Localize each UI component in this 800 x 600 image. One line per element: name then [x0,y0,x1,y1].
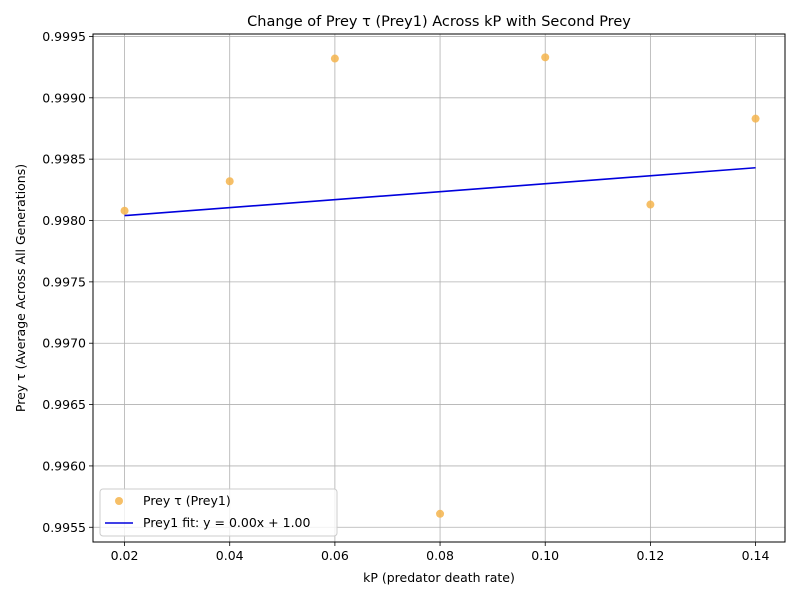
legend-label-scatter: Prey τ (Prey1) [143,493,231,508]
scatter-point [436,509,445,518]
plot-frame [92,33,786,543]
x-tick-label: 0.12 [636,548,664,563]
x-tick-label: 0.14 [742,548,770,563]
ticks: 0.02 0.04 0.06 0.08 0.10 0.12 0.14 0.9955 0.9960… [42,29,769,563]
legend: Prey τ (Prey1) Prey1 fit: y = 0.00x + 1.… [99,488,338,537]
legend-marker-scatter [115,497,123,505]
scatter-point [120,206,129,215]
y-tick-label: 0.9975 [42,274,86,289]
x-tick-label: 0.02 [111,548,139,563]
legend-box [99,488,338,537]
scatter-point [225,177,234,186]
y-tick-label: 0.9965 [42,397,86,412]
y-tick-label: 0.9985 [42,152,86,167]
scatter-point [541,53,550,62]
x-axis-label: kP (predator death rate) [363,570,515,585]
x-tick-label: 0.08 [426,548,454,563]
legend-label-fit-line: Prey1 fit: y = 0.00x + 1.00 [143,515,311,530]
y-tick-label: 0.9955 [42,520,86,535]
series-layer [120,53,760,518]
scatter-point [751,114,760,123]
y-tick-label: 0.9995 [42,29,86,44]
chart-title: Change of Prey τ (Prey1) Across kP with … [247,14,631,30]
y-tick-label: 0.9970 [42,336,86,351]
x-tick-label: 0.04 [216,548,244,563]
fit-line [124,166,756,217]
y-tick-label: 0.9990 [42,90,86,105]
x-tick-label: 0.10 [531,548,559,563]
y-tick-label: 0.9960 [42,458,86,473]
scatter-point [330,54,339,63]
y-axis-label: Prey τ (Average Across All Generations) [13,164,28,412]
y-tick-label: 0.9980 [42,213,86,228]
x-tick-label: 0.06 [321,548,349,563]
scatter-point [646,200,655,209]
